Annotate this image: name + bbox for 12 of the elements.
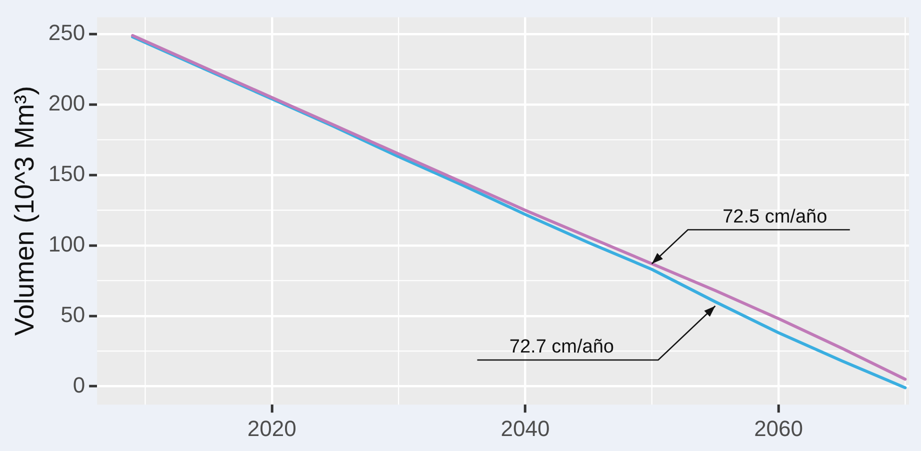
- annotation: 72.7 cm/año: [509, 336, 614, 358]
- y-tick-label: 100: [48, 231, 86, 256]
- x-tick-label: 2040: [500, 416, 550, 441]
- annotation: 72.5 cm/año: [722, 206, 828, 228]
- y-tick-label: 250: [48, 20, 86, 46]
- x-tick-label: 2060: [754, 416, 804, 441]
- y-tick-label: 0: [72, 372, 86, 398]
- x-tick-label: 2020: [247, 416, 296, 441]
- y-axis-title: Volumen (10^3 Mm³): [10, 86, 40, 336]
- y-tick-label: 200: [48, 90, 86, 116]
- y-tick-label: 150: [48, 161, 86, 186]
- y-tick-label: 50: [60, 302, 86, 327]
